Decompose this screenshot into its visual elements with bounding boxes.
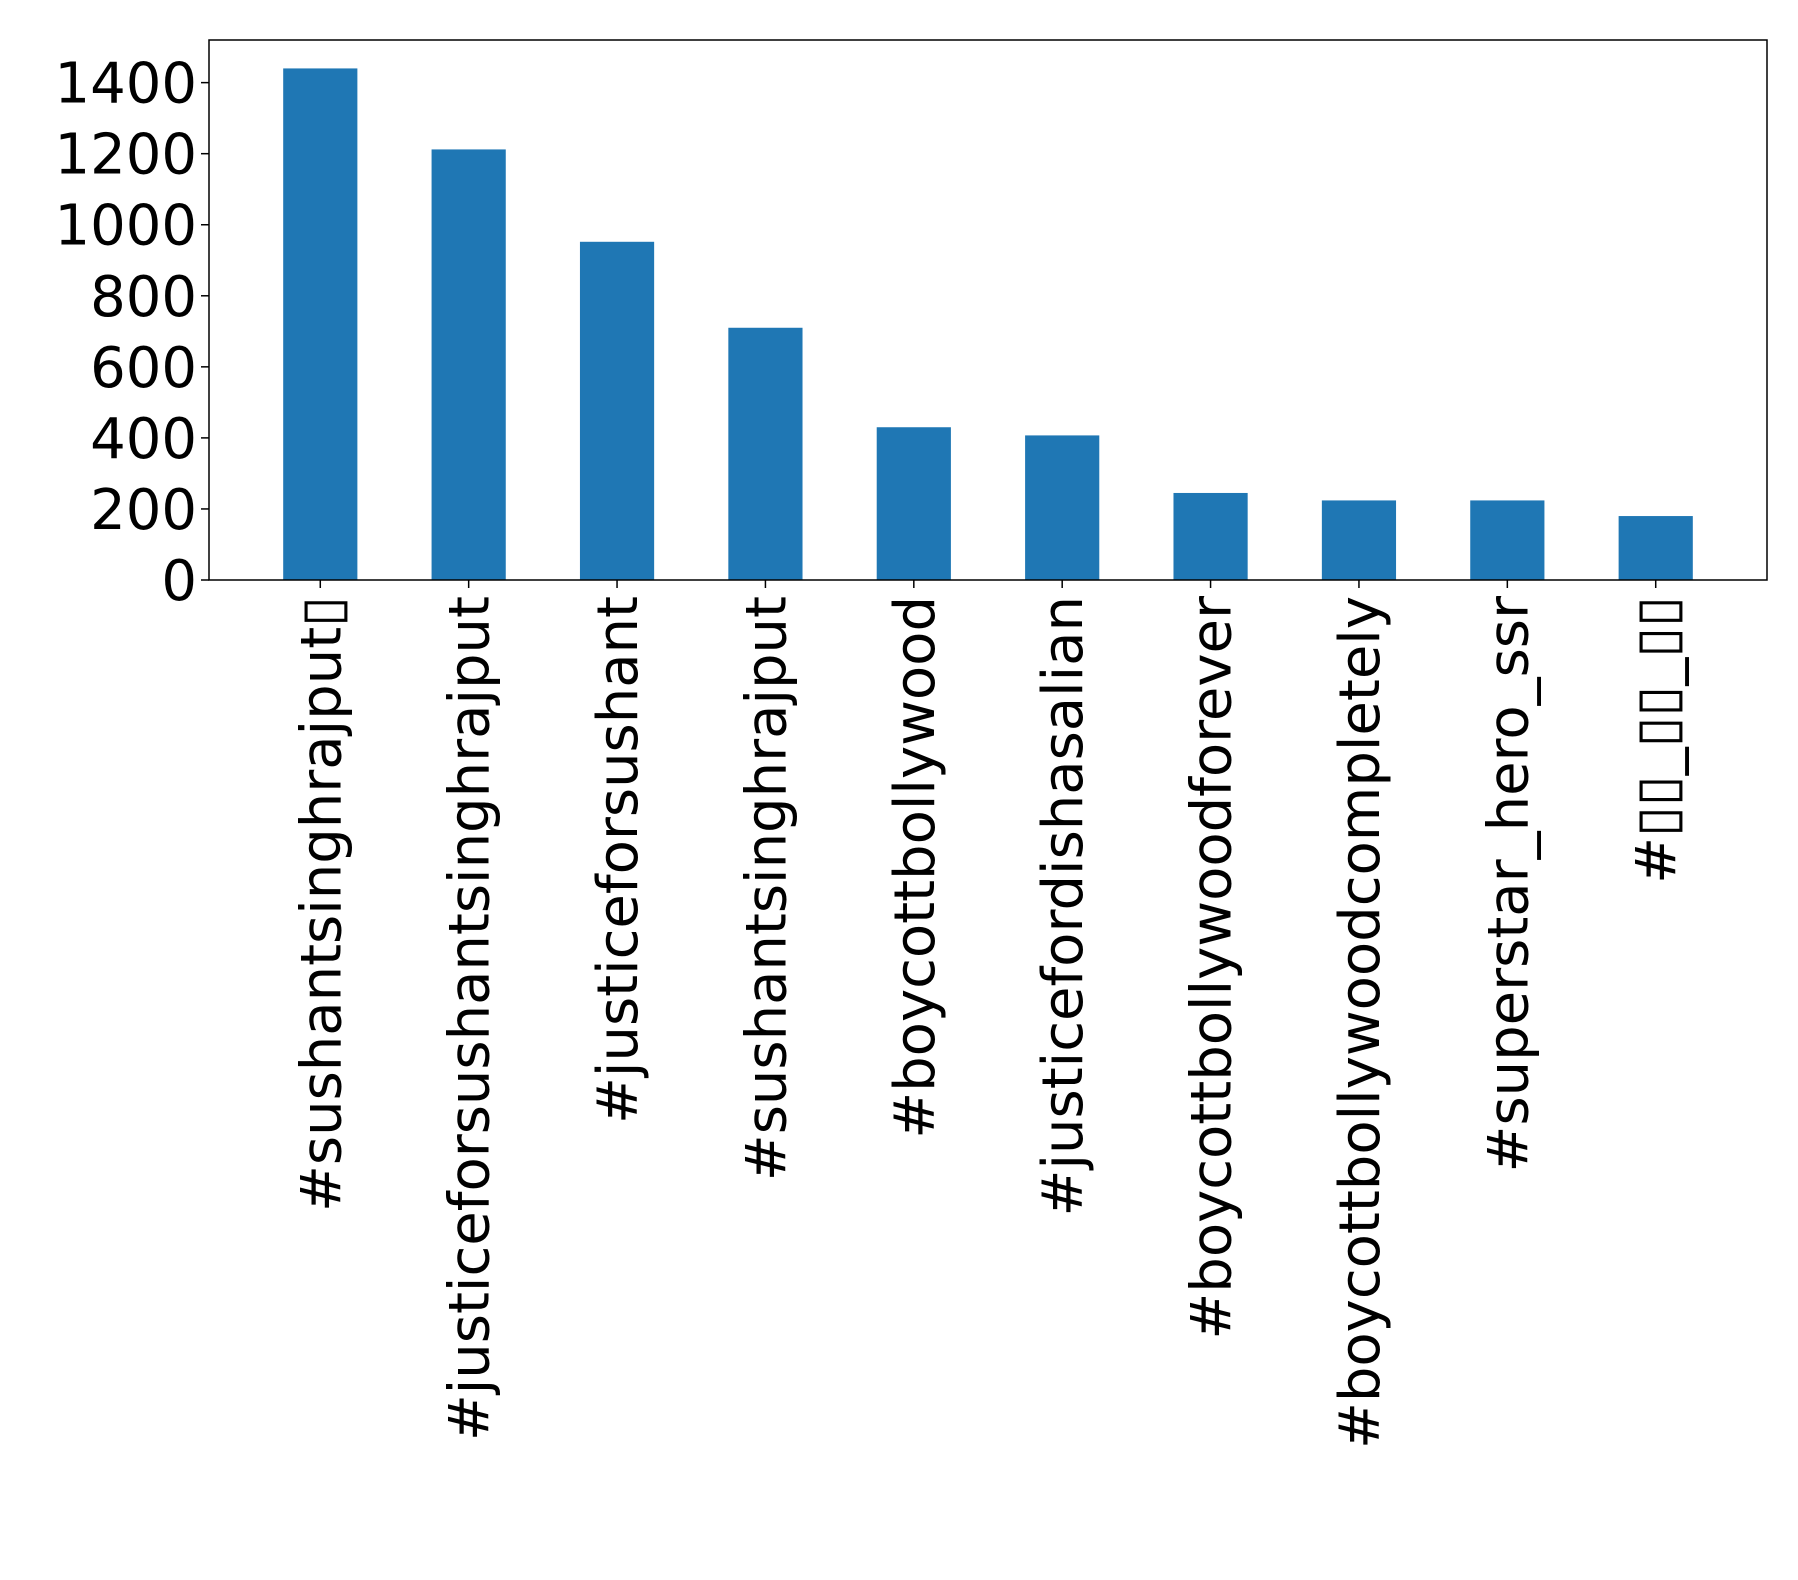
- bar-boycottbollywood-4: [876, 427, 951, 580]
- bars-layer: [283, 68, 1693, 580]
- y-tick-label: 0: [161, 549, 197, 614]
- x-tick-label: #superstar_hero_ssr: [1476, 595, 1541, 1172]
- y-tick-label: 1200: [54, 123, 197, 188]
- y-tick-label: 400: [90, 407, 197, 472]
- y-tick-label: 800: [90, 265, 197, 330]
- bar-justicefordishasalian-5: [1025, 435, 1100, 580]
- x-tick-label: #sushantsinghrajput: [734, 596, 799, 1181]
- bar-boycottbollywoodcompletely-7: [1321, 500, 1397, 580]
- bar-cat-9: [1618, 516, 1693, 580]
- bar-boycottbollywoodforever-6: [1173, 492, 1248, 580]
- x-tick-label: #boycottbollywood: [883, 596, 948, 1139]
- y-tick-label: 1400: [54, 52, 197, 117]
- x-tick-label: #boycottbollywoodforever: [1180, 595, 1245, 1340]
- bar-justiceforsushantsinghrajput-1: [431, 149, 506, 580]
- y-tick-label: 1000: [54, 194, 197, 259]
- x-tick-label: #justiceforsushant: [586, 596, 651, 1124]
- x-tick-label: #boycottbollywoodcompletely: [1328, 596, 1393, 1449]
- x-tick-label: #justiceforsushantsinghrajput: [438, 596, 503, 1441]
- x-tick-label: #▯▯_▯▯_▯▯: [1625, 596, 1690, 884]
- x-axis: #sushantsinghrajput▯ #justiceforsushantsi…: [289, 580, 1690, 1449]
- x-tick-label: #justicefordishasalian: [1031, 596, 1096, 1216]
- bar-justiceforsushant-2: [579, 241, 655, 580]
- plot-frame: [208, 39, 1768, 581]
- y-tick-label: 200: [90, 478, 197, 543]
- y-tick-label: 600: [90, 336, 197, 401]
- x-tick-label: #sushantsinghrajput▯: [289, 596, 354, 1212]
- bar-superstar-hero-ssr-8: [1470, 500, 1545, 580]
- bar-sushantsinghrajput-0: [283, 68, 358, 580]
- bar-sushantsinghrajput-3: [728, 327, 803, 580]
